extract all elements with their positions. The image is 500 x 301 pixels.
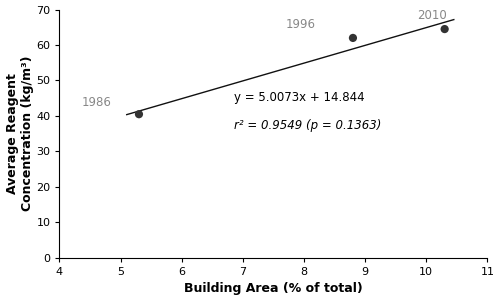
X-axis label: Building Area (% of total): Building Area (% of total) [184, 282, 363, 296]
Point [440, 27, 448, 32]
Text: r² = 0.9549 (p = 0.1363): r² = 0.9549 (p = 0.1363) [234, 119, 381, 132]
Text: y = 5.0073x + 14.844: y = 5.0073x + 14.844 [234, 91, 364, 104]
Text: 1986: 1986 [81, 96, 111, 109]
Y-axis label: Average Reagent
Concentration (kg/m³): Average Reagent Concentration (kg/m³) [6, 56, 34, 212]
Text: 2010: 2010 [418, 9, 448, 22]
Point [135, 112, 143, 116]
Point [349, 36, 357, 40]
Text: 1996: 1996 [286, 18, 316, 31]
